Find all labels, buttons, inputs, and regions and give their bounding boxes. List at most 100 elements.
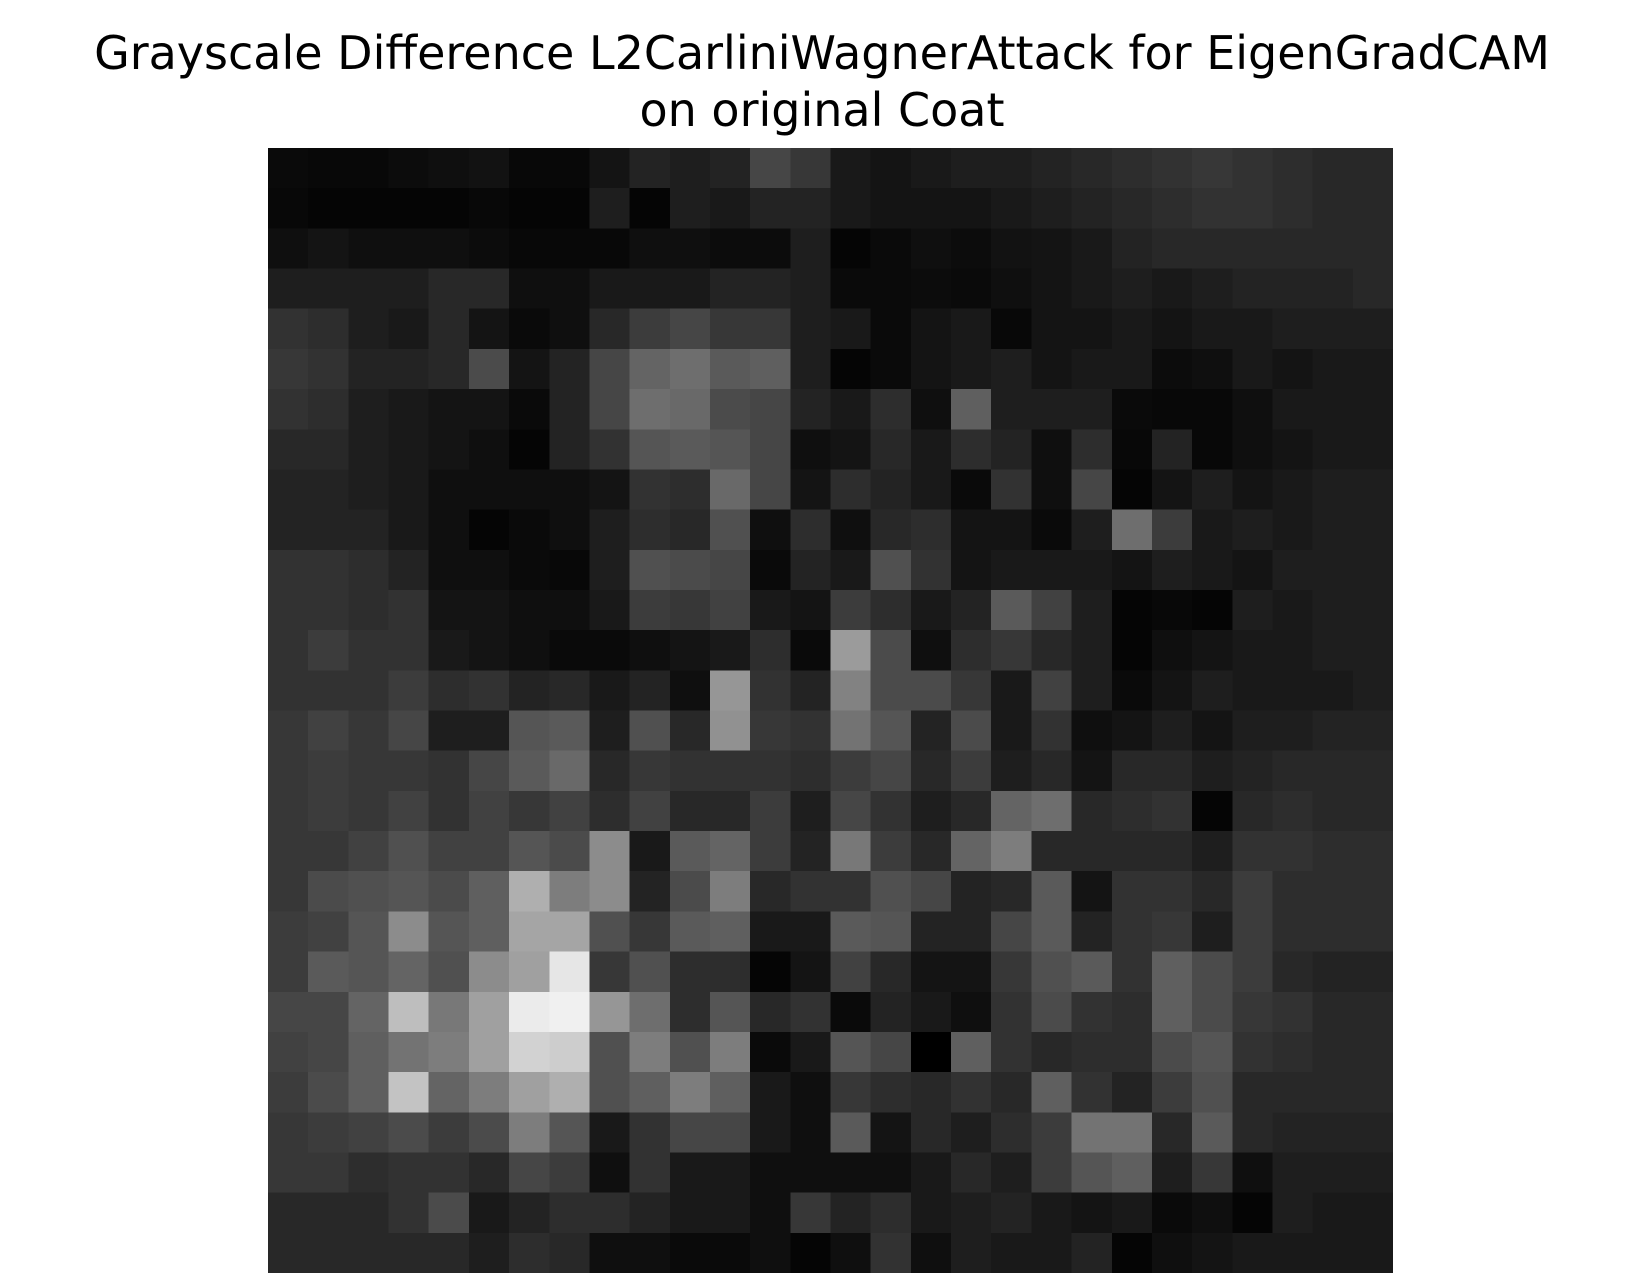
heatmap-cell-r23-c4 bbox=[428, 1072, 470, 1113]
heatmap-cell-r21-c8 bbox=[589, 991, 631, 1033]
heatmap-cell-r20-c27 bbox=[1352, 951, 1393, 993]
heatmap-cell-r24-c24 bbox=[1232, 1112, 1274, 1154]
heatmap-cell-r18-c23 bbox=[1192, 871, 1233, 912]
heatmap-cell-r5-c15 bbox=[870, 348, 912, 390]
heatmap-cell-r2-c0 bbox=[268, 228, 309, 270]
heatmap-cell-r3-c0 bbox=[268, 268, 309, 310]
heatmap-cell-r26-c0 bbox=[268, 1192, 309, 1234]
heatmap-cell-r18-c13 bbox=[790, 871, 832, 912]
heatmap-cell-r16-c17 bbox=[951, 790, 992, 832]
heatmap-cell-r26-c20 bbox=[1071, 1192, 1113, 1234]
heatmap-cell-r24-c7 bbox=[549, 1112, 591, 1154]
heatmap-cell-r25-c10 bbox=[669, 1152, 711, 1194]
heatmap-cell-r8-c17 bbox=[951, 469, 992, 511]
heatmap-cell-r3-c21 bbox=[1111, 268, 1153, 310]
heatmap-cell-r12-c9 bbox=[629, 630, 671, 671]
heatmap-cell-r24-c22 bbox=[1151, 1112, 1193, 1154]
heatmap-cell-r14-c27 bbox=[1352, 710, 1393, 752]
heatmap-cell-r5-c5 bbox=[468, 348, 510, 390]
heatmap-cell-r7-c17 bbox=[951, 429, 992, 471]
heatmap-cell-r13-c4 bbox=[428, 670, 470, 712]
heatmap-cell-r14-c17 bbox=[951, 710, 992, 752]
heatmap-cell-r7-c24 bbox=[1232, 429, 1274, 471]
heatmap-cell-r25-c27 bbox=[1352, 1152, 1393, 1194]
heatmap-cell-r22-c10 bbox=[669, 1031, 711, 1073]
heatmap-cell-r11-c13 bbox=[790, 589, 832, 631]
heatmap-cell-r11-c10 bbox=[669, 589, 711, 631]
heatmap-cell-r24-c3 bbox=[388, 1112, 430, 1154]
heatmap-cell-r10-c18 bbox=[991, 549, 1032, 591]
heatmap-cell-r18-c11 bbox=[709, 871, 751, 912]
heatmap-cell-r19-c5 bbox=[468, 911, 510, 953]
heatmap-cell-r10-c17 bbox=[951, 549, 992, 591]
heatmap-cell-r22-c6 bbox=[509, 1031, 550, 1073]
heatmap-cell-r3-c23 bbox=[1192, 268, 1233, 310]
heatmap-cell-r7-c12 bbox=[750, 429, 791, 471]
heatmap-cell-r12-c22 bbox=[1151, 630, 1193, 671]
heatmap-cell-r23-c12 bbox=[750, 1072, 791, 1113]
heatmap-cell-r25-c1 bbox=[308, 1152, 349, 1194]
heatmap-cell-r22-c23 bbox=[1192, 1031, 1233, 1073]
heatmap-cell-r1-c5 bbox=[468, 188, 510, 229]
heatmap-cell-r10-c8 bbox=[589, 549, 631, 591]
heatmap-cell-r1-c0 bbox=[268, 188, 309, 229]
heatmap-cell-r1-c11 bbox=[709, 188, 751, 229]
heatmap-cell-r3-c20 bbox=[1071, 268, 1113, 310]
heatmap-cell-r26-c15 bbox=[870, 1192, 912, 1234]
heatmap-cell-r27-c0 bbox=[268, 1232, 309, 1273]
heatmap-cell-r8-c27 bbox=[1352, 469, 1393, 511]
heatmap-cell-r23-c25 bbox=[1272, 1072, 1314, 1113]
heatmap-cell-r18-c1 bbox=[308, 871, 349, 912]
heatmap-cell-r1-c18 bbox=[991, 188, 1032, 229]
heatmap-cell-r23-c16 bbox=[910, 1072, 952, 1113]
heatmap-cell-r16-c7 bbox=[549, 790, 591, 832]
heatmap-cell-r23-c22 bbox=[1151, 1072, 1193, 1113]
heatmap-cell-r7-c23 bbox=[1192, 429, 1233, 471]
heatmap-cell-r15-c25 bbox=[1272, 750, 1314, 792]
heatmap-cell-r25-c5 bbox=[468, 1152, 510, 1194]
heatmap-cell-r22-c19 bbox=[1031, 1031, 1073, 1073]
heatmap-cell-r5-c22 bbox=[1151, 348, 1193, 390]
heatmap-cell-r12-c1 bbox=[308, 630, 349, 671]
heatmap-cell-r19-c19 bbox=[1031, 911, 1073, 953]
heatmap-cell-r25-c18 bbox=[991, 1152, 1032, 1194]
heatmap-cell-r8-c5 bbox=[468, 469, 510, 511]
heatmap-cell-r1-c10 bbox=[669, 188, 711, 229]
heatmap-cell-r19-c14 bbox=[830, 911, 872, 953]
heatmap-cell-r15-c20 bbox=[1071, 750, 1113, 792]
heatmap-cell-r2-c10 bbox=[669, 228, 711, 270]
heatmap-cell-r23-c18 bbox=[991, 1072, 1032, 1113]
heatmap-cell-r25-c15 bbox=[870, 1152, 912, 1194]
heatmap-cell-r0-c6 bbox=[509, 148, 550, 189]
heatmap-cell-r5-c7 bbox=[549, 348, 591, 390]
heatmap-cell-r14-c3 bbox=[388, 710, 430, 752]
heatmap-cell-r19-c18 bbox=[991, 911, 1032, 953]
heatmap-cell-r20-c19 bbox=[1031, 951, 1073, 993]
heatmap-cell-r19-c15 bbox=[870, 911, 912, 953]
heatmap-cell-r4-c15 bbox=[870, 308, 912, 350]
heatmap-cell-r2-c21 bbox=[1111, 228, 1153, 270]
heatmap-cell-r21-c1 bbox=[308, 991, 349, 1033]
heatmap-cell-r13-c7 bbox=[549, 670, 591, 712]
heatmap-cell-r3-c3 bbox=[388, 268, 430, 310]
heatmap-cell-r4-c10 bbox=[669, 308, 711, 350]
heatmap-cell-r15-c16 bbox=[910, 750, 952, 792]
heatmap-cell-r18-c5 bbox=[468, 871, 510, 912]
heatmap-cell-r11-c0 bbox=[268, 589, 309, 631]
heatmap-cell-r9-c8 bbox=[589, 509, 631, 551]
heatmap-cell-r26-c24 bbox=[1232, 1192, 1274, 1234]
heatmap-cell-r24-c8 bbox=[589, 1112, 631, 1154]
heatmap-cell-r16-c0 bbox=[268, 790, 309, 832]
heatmap-cell-r17-c1 bbox=[308, 831, 349, 872]
heatmap-cell-r18-c27 bbox=[1352, 871, 1393, 912]
heatmap-cell-r22-c1 bbox=[308, 1031, 349, 1073]
heatmap-cell-r1-c12 bbox=[750, 188, 791, 229]
heatmap-cell-r14-c8 bbox=[589, 710, 631, 752]
heatmap-cell-r12-c18 bbox=[991, 630, 1032, 671]
heatmap-cell-r20-c14 bbox=[830, 951, 872, 993]
heatmap-cell-r13-c0 bbox=[268, 670, 309, 712]
heatmap-cell-r4-c25 bbox=[1272, 308, 1314, 350]
heatmap-cell-r14-c23 bbox=[1192, 710, 1233, 752]
heatmap-cell-r10-c7 bbox=[549, 549, 591, 591]
heatmap-cell-r2-c12 bbox=[750, 228, 791, 270]
